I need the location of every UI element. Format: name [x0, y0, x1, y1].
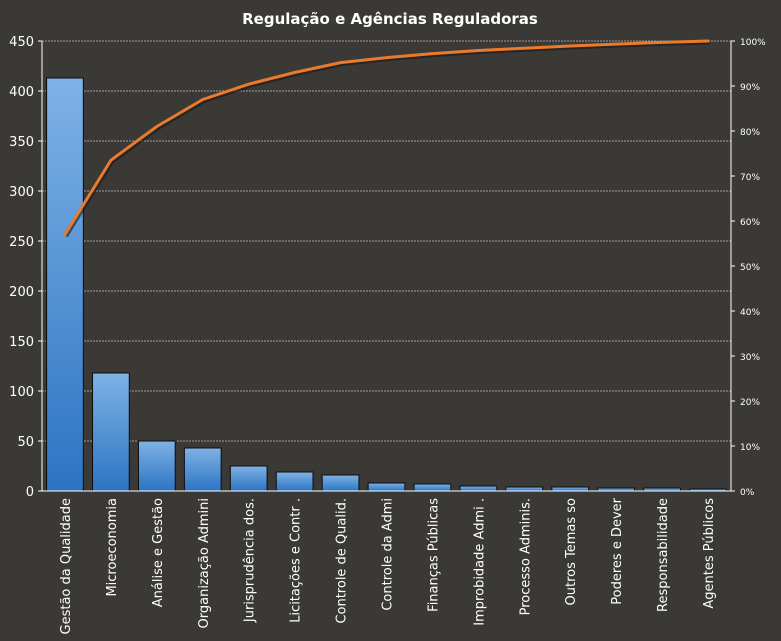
right-tick-label: 30% — [740, 353, 760, 363]
left-tick-label: 200 — [9, 285, 34, 300]
right-tick-label: 80% — [740, 128, 760, 138]
category-label: Outros Temas so — [564, 498, 579, 606]
left-tick-label: 350 — [9, 135, 34, 150]
category-label: Licitações e Contr . — [289, 498, 304, 623]
cumulative-line-series — [63, 39, 710, 238]
bar — [229, 465, 268, 492]
left-tick-label: 50 — [17, 435, 34, 450]
category-label: Poderes e Dever — [610, 497, 625, 604]
bar — [321, 474, 360, 492]
right-tick-label: 40% — [740, 308, 760, 318]
bar — [275, 471, 314, 492]
cumulative-line — [63, 39, 710, 236]
left-tick-label: 250 — [9, 235, 34, 250]
left-tick-label: 100 — [9, 385, 34, 400]
bar — [367, 482, 406, 492]
right-tick-label: 20% — [740, 398, 760, 408]
bar — [459, 485, 498, 492]
bar — [46, 77, 84, 492]
bar — [137, 440, 176, 492]
category-label: Jurisprudência dos. — [243, 498, 258, 623]
category-label: Gestão da Qualidade — [59, 498, 74, 634]
bar — [92, 372, 130, 492]
left-tick-label: 0 — [26, 485, 34, 500]
bar-series — [46, 77, 727, 492]
grid-lines — [42, 40, 731, 442]
left-tick-label: 450 — [9, 35, 34, 50]
bar — [551, 486, 590, 492]
right-tick-label: 100% — [740, 38, 766, 48]
category-label: Controle de Qualid. — [335, 498, 350, 624]
category-label: Controle da Admi — [381, 498, 396, 611]
category-label: Análise e Gestão — [151, 498, 166, 607]
right-tick-label: 60% — [740, 218, 760, 228]
category-label: Finanças Públicas — [426, 498, 441, 612]
left-tick-label: 400 — [9, 85, 34, 100]
category-label: Processo Adminis. — [518, 498, 533, 615]
bar — [505, 486, 544, 492]
left-tick-label: 150 — [9, 335, 34, 350]
category-label: Responsabilidade — [656, 498, 671, 612]
right-tick-label: 70% — [740, 173, 760, 183]
bar — [413, 483, 452, 492]
axes: 0 50 100 150 200 250 300 350 400 450 0% 10% 20% 30% 40… — [9, 35, 766, 634]
right-tick-label: 0% — [740, 488, 755, 498]
left-tick-label: 300 — [9, 185, 34, 200]
category-label: Organização Admini — [197, 498, 212, 628]
right-tick-label: 10% — [740, 443, 760, 453]
category-label: Microeconomia — [105, 498, 120, 597]
cumulative-line-shadow — [65, 41, 710, 238]
category-label: Improbidade Admi . — [472, 498, 487, 626]
bar — [183, 447, 222, 492]
right-tick-label: 50% — [740, 263, 760, 273]
chart-title: Regulação e Agências Reguladoras — [242, 10, 538, 28]
category-label: Agentes Públicos — [702, 498, 717, 609]
right-tick-label: 90% — [740, 83, 760, 93]
